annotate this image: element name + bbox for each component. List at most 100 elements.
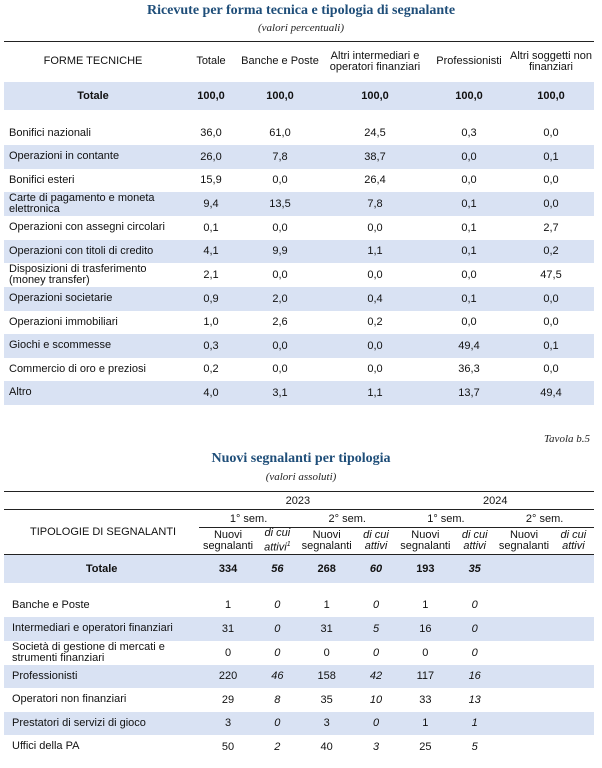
table-cell: 15,9 (200, 174, 222, 187)
table-cell: 1 (422, 717, 429, 730)
table-cell: 33 (419, 693, 432, 706)
table-cell: 13,5 (269, 198, 291, 210)
table-cell: 0 (372, 717, 380, 730)
header-banche-poste: Banche e Poste (241, 55, 319, 68)
table-cell: 0,1 (461, 221, 477, 234)
sub-attivi: di cui attivi (560, 529, 587, 552)
table-cell: 10 (369, 693, 383, 706)
table-cell: 5 (372, 622, 380, 635)
table-cell: 38,7 (364, 150, 386, 163)
table-cell: 0,1 (543, 150, 559, 163)
table-cell (553, 688, 594, 712)
table-cell: 2,0 (272, 292, 288, 305)
table-cell (553, 617, 594, 641)
table-row: Società di gestione di mercati e strumen… (4, 641, 594, 665)
table-cell (553, 712, 594, 736)
table-cell: 13,7 (458, 386, 480, 399)
sub-nuovi: Nuovi segnalanti (498, 529, 550, 552)
table-cell: 117 (416, 670, 435, 683)
total-label: Totale (85, 562, 118, 575)
table2-years-row: 2023 2024 (4, 491, 594, 510)
table-cell (495, 594, 553, 618)
header-forme-tecniche: FORME TECNICHE (43, 55, 143, 68)
table-cell: 31 (320, 622, 333, 635)
table-cell: 0 (224, 646, 232, 659)
sub-attivi: di cui attivi (363, 529, 389, 552)
table-cell (553, 665, 594, 689)
table2-body: Banche e Poste 1 0 1 0 1 0 Intermediari e opera… (4, 594, 594, 759)
table-cell: 36,3 (458, 363, 480, 376)
table-cell: 0,3 (203, 339, 219, 352)
table-cell: 0 (471, 622, 478, 635)
table-cell: 0,2 (543, 245, 559, 258)
table-cell: 1,1 (367, 245, 383, 258)
spacer-row (4, 583, 594, 594)
table-cell: 1 (224, 599, 232, 612)
table-row: Giochi e scommesse 0,3 0,0 0,0 49,4 0,1 (4, 334, 594, 358)
table-cell: 49,4 (540, 386, 562, 399)
total-cell: 100,0 (361, 89, 389, 102)
table-cell: 0 (274, 646, 281, 659)
table-cell: 0,0 (543, 198, 559, 210)
table-cell (495, 641, 553, 665)
total-cell: 60 (369, 562, 383, 575)
table-cell: 0,0 (367, 363, 383, 376)
table-row: Operazioni societarie 0,9 2,0 0,4 0,1 0,0 (4, 287, 594, 311)
row-label: Operazioni immobiliari (9, 315, 118, 328)
sub-nuovi: Nuovi segnalanti (202, 529, 254, 552)
table-cell: 4,0 (203, 386, 219, 399)
table-cell: 2,6 (272, 316, 288, 329)
table-cell: 0,0 (543, 174, 559, 187)
year-2023: 2023 (199, 491, 397, 510)
total-label: Totale (77, 89, 109, 102)
row-label: Operazioni con titoli di credito (9, 244, 154, 257)
total-cell: 100,0 (197, 89, 225, 102)
header-altri-intermediari: Altri intermediari e operatori finanziar… (329, 49, 421, 73)
table1-header-row: FORME TECNICHE Totale Banche e Poste Alt… (4, 41, 594, 82)
table-row: Operazioni immobiliari 1,0 2,6 0,2 0,0 0,0 (4, 311, 594, 335)
table-cell: 61,0 (269, 127, 291, 140)
table-cell: 0,2 (367, 316, 383, 329)
table-cell: 1,1 (367, 386, 383, 399)
sub-attivi: di cui attivi (461, 529, 488, 552)
total-cell: 334 (218, 562, 238, 575)
table-cell: 5 (471, 740, 478, 753)
table-cell: 7,8 (367, 198, 383, 210)
table-cell: 0 (471, 599, 478, 612)
total-cell: 56 (271, 562, 284, 575)
header-altri-soggetti: Altri soggetti non finanziari (510, 49, 592, 73)
sub-nuovi: Nuovi segnalanti (301, 529, 352, 552)
table-cell: 0,0 (272, 363, 288, 376)
table-cell: 0 (372, 599, 380, 612)
row-label: Prestatori di servizi di gioco (12, 716, 146, 729)
table-cell: 46 (271, 670, 284, 683)
row-label: Carte di pagamento e moneta elettronica (9, 192, 155, 215)
table-cell: 2,7 (543, 221, 559, 234)
sub-attivi: di cui attivi1 (264, 527, 291, 554)
table-cell: 0 (323, 646, 330, 659)
table-cell: 0,0 (367, 221, 383, 234)
table-cell: 0,2 (203, 363, 219, 376)
year-2024: 2024 (396, 491, 594, 510)
table-cell (553, 594, 594, 618)
header-tipologie: TIPOLOGIE DI SEGNALANTI (30, 526, 177, 538)
table-cell: 35 (320, 693, 333, 706)
table-cell: 50 (221, 740, 235, 753)
table1-subtitle: (valori percentuali) (257, 22, 345, 34)
table-cell: 16 (468, 670, 481, 683)
table-cell: 29 (221, 693, 235, 706)
table1-body: Bonifici nazionali 36,0 61,0 24,5 0,3 0,0 Oper… (4, 122, 594, 405)
table-cell: 0,0 (272, 221, 288, 234)
table-cell: 9,4 (203, 198, 219, 210)
table1-total-row: Totale 100,0 100,0 100,0 100,0 100,0 (4, 81, 594, 110)
table-row: Bonifici esteri 15,9 0,0 26,4 0,0 0,0 (4, 169, 594, 193)
header-totale: Totale (196, 55, 226, 68)
table-cell: 0,1 (461, 292, 477, 305)
table-cell (495, 617, 553, 641)
table-cell: 0,0 (543, 292, 559, 305)
table-row: Bonifici nazionali 36,0 61,0 24,5 0,3 0,0 (4, 122, 594, 146)
table-cell: 26,4 (364, 174, 386, 187)
semester-header: 2° sem. (297, 509, 397, 528)
table-cell: 4,1 (203, 245, 219, 258)
table-cell: 0 (274, 622, 281, 635)
